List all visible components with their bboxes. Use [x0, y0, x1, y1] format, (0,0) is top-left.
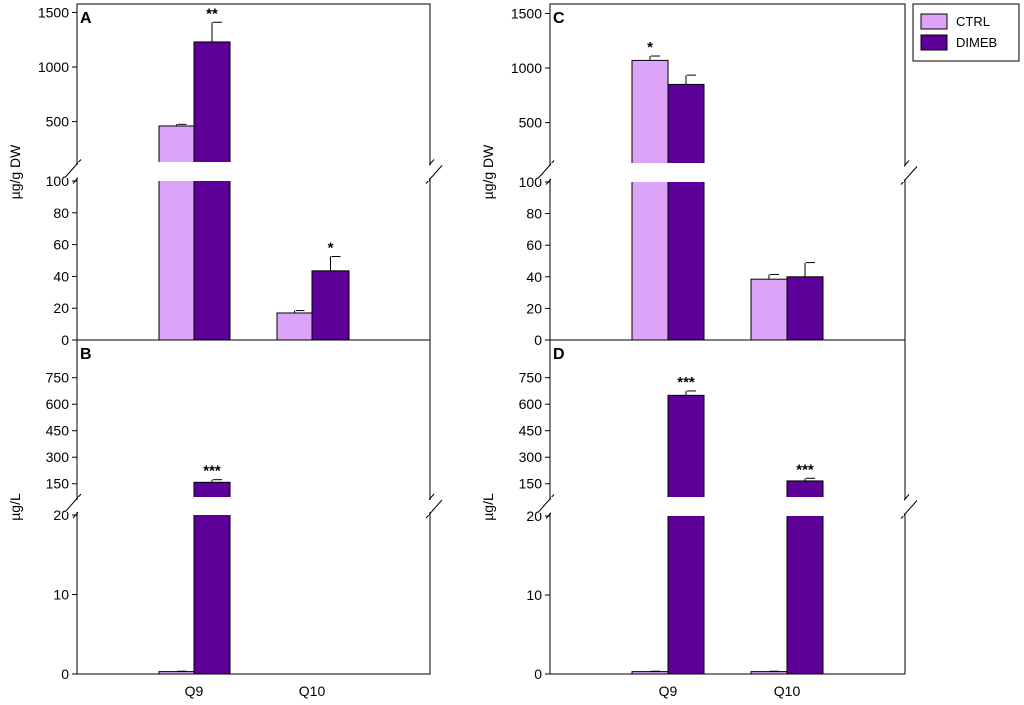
y-tick-label: 1500 — [38, 4, 69, 20]
bar-ctrl-q9 — [631, 671, 669, 675]
y-tick-label: 150 — [519, 476, 543, 492]
y-axis-label: µg/L — [7, 493, 23, 521]
panel-C: 0 20 40 60 80 100 500 1000 1500 * Cµg/g DW — [480, 3, 918, 348]
significance-marker: * — [328, 240, 334, 257]
bar-dimeb-q9 — [193, 41, 231, 341]
y-tick-label: 500 — [46, 114, 70, 130]
y-tick-label: 1000 — [38, 59, 69, 75]
y-tick-label: 450 — [46, 423, 70, 439]
y-tick-label: 20 — [526, 300, 542, 316]
y-axis-label: µg/g DW — [480, 144, 496, 200]
legend-label-ctrl: CTRL — [956, 14, 990, 29]
bar-ctrl-q10 — [750, 278, 788, 341]
bar-ctrl-q10 — [276, 312, 313, 341]
significance-marker: * — [647, 39, 653, 56]
y-tick-label: 150 — [46, 476, 70, 492]
bar-dimeb-q10 — [311, 270, 350, 341]
bar-break-band — [78, 162, 429, 181]
panel-label: A — [80, 10, 92, 27]
y-tick-label: 500 — [519, 115, 543, 131]
y-tick-label: 600 — [46, 396, 70, 412]
y-tick-label: 750 — [519, 370, 543, 386]
y-tick-label: 80 — [526, 206, 542, 222]
y-tick-label: 600 — [519, 396, 543, 412]
legend: CTRL DIMEB — [912, 3, 1020, 62]
x-tick-label-q9: Q9 — [659, 683, 678, 699]
bar-dimeb-q9 — [667, 83, 705, 341]
y-tick-label: 40 — [53, 268, 69, 284]
y-tick-label: 100 — [519, 174, 543, 190]
y-tick-label: 60 — [526, 237, 542, 253]
bar-break-band — [551, 497, 904, 516]
y-tick-label: 60 — [53, 237, 69, 253]
y-tick-label: 1000 — [511, 60, 542, 76]
x-tick-label-q10: Q10 — [299, 683, 326, 699]
bar-break-band — [551, 163, 904, 182]
significance-marker: *** — [796, 461, 814, 478]
y-tick-label: 300 — [519, 449, 543, 465]
bar-ctrl-q9 — [158, 671, 195, 675]
legend-swatch-dimeb — [920, 34, 948, 51]
panel-label: C — [553, 10, 565, 27]
y-tick-label: 80 — [53, 205, 69, 221]
y-tick-label: 10 — [526, 587, 542, 603]
y-tick-label: 10 — [53, 587, 69, 603]
bar-ctrl-q10 — [750, 671, 788, 675]
bar-ctrl-q9 — [158, 125, 195, 341]
y-tick-label: 0 — [61, 332, 69, 348]
y-tick-label: 0 — [534, 666, 542, 682]
bar-dimeb-q9 — [667, 394, 705, 675]
y-tick-label: 20 — [53, 300, 69, 316]
y-tick-label: 450 — [519, 423, 543, 439]
bar-ctrl-q9 — [631, 59, 669, 341]
significance-marker: *** — [677, 374, 695, 391]
x-tick-label-q9: Q9 — [185, 683, 204, 699]
panel-label: B — [80, 346, 92, 363]
y-tick-label: 40 — [526, 269, 542, 285]
legend-label-dimeb: DIMEB — [956, 35, 997, 50]
bar-break-band — [78, 497, 429, 515]
y-tick-label: 0 — [61, 666, 69, 682]
significance-marker: *** — [203, 463, 221, 480]
legend-box — [912, 3, 1020, 62]
y-tick-label: 300 — [46, 449, 70, 465]
legend-swatch-ctrl — [920, 13, 948, 30]
y-tick-label: 100 — [46, 173, 70, 189]
panel-label: D — [553, 346, 565, 363]
significance-marker: ** — [206, 5, 218, 22]
bar-dimeb-q10 — [786, 276, 824, 341]
x-tick-label-q10: Q10 — [774, 683, 801, 699]
y-axis-label: µg/g DW — [7, 144, 23, 200]
y-axis-label: µg/L — [480, 493, 496, 521]
y-tick-label: 0 — [534, 332, 542, 348]
y-tick-label: 750 — [46, 370, 70, 386]
y-tick-label: 1500 — [511, 5, 542, 21]
